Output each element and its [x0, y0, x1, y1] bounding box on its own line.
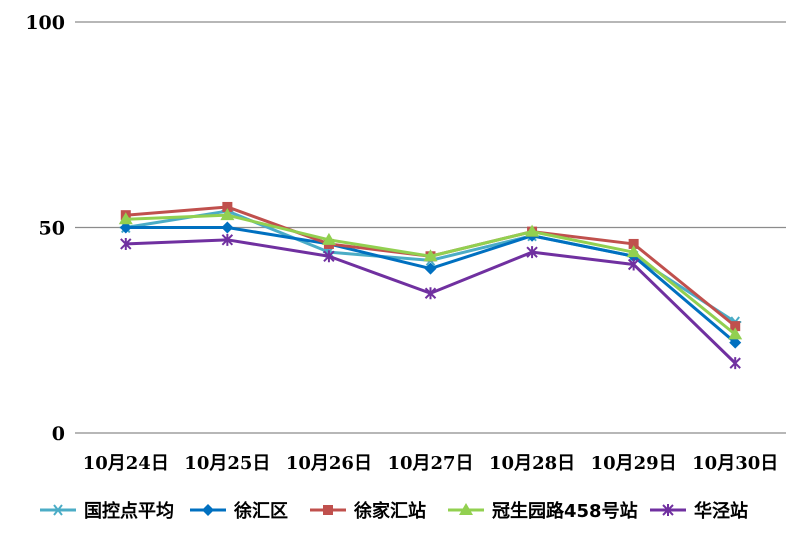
legend-label: 徐家汇站 [353, 500, 426, 522]
data-point [323, 250, 335, 263]
x-tick-label: 10月29日 [591, 453, 677, 474]
legend-label: 冠生园路458号站 [492, 500, 638, 522]
legend-swatch-marker [459, 503, 473, 515]
x-tick-label: 10月26日 [286, 453, 372, 474]
data-point [526, 246, 538, 259]
x-tick-label: 10月25日 [184, 453, 270, 474]
y-tick-label: 100 [25, 12, 65, 34]
legend-label: 国控点平均 [84, 500, 174, 522]
data-point [728, 327, 743, 340]
data-point [221, 233, 234, 246]
legend-swatch-marker [662, 504, 674, 516]
x-tick-label: 10月24日 [83, 453, 169, 474]
data-point [424, 262, 437, 275]
x-tick-label: 10月27日 [387, 453, 473, 474]
series-line-1 [125, 226, 737, 344]
y-tick-label: 0 [52, 423, 65, 445]
y-tick-label: 50 [39, 218, 65, 240]
legend-swatch-marker [52, 504, 64, 516]
x-tick-label: 10月28日 [489, 453, 575, 474]
legend-swatch-marker [202, 504, 214, 516]
x-tick-label: 10月30日 [692, 453, 778, 474]
data-point [120, 237, 132, 250]
data-point [222, 201, 233, 212]
data-point [424, 287, 437, 300]
data-point [220, 208, 235, 221]
legend-swatch-marker [323, 505, 333, 515]
data-point [627, 258, 640, 271]
data-point [423, 249, 438, 262]
data-point [730, 321, 741, 332]
legend-label: 华泾站 [694, 500, 748, 522]
data-point [628, 238, 639, 249]
data-point [321, 232, 336, 245]
data-point [729, 336, 742, 349]
data-point [221, 221, 234, 234]
data-point [525, 224, 540, 237]
data-point [119, 221, 132, 234]
data-point [118, 212, 133, 225]
data-point [626, 245, 641, 258]
data-point [729, 357, 741, 370]
legend-label: 徐汇区 [233, 500, 288, 522]
